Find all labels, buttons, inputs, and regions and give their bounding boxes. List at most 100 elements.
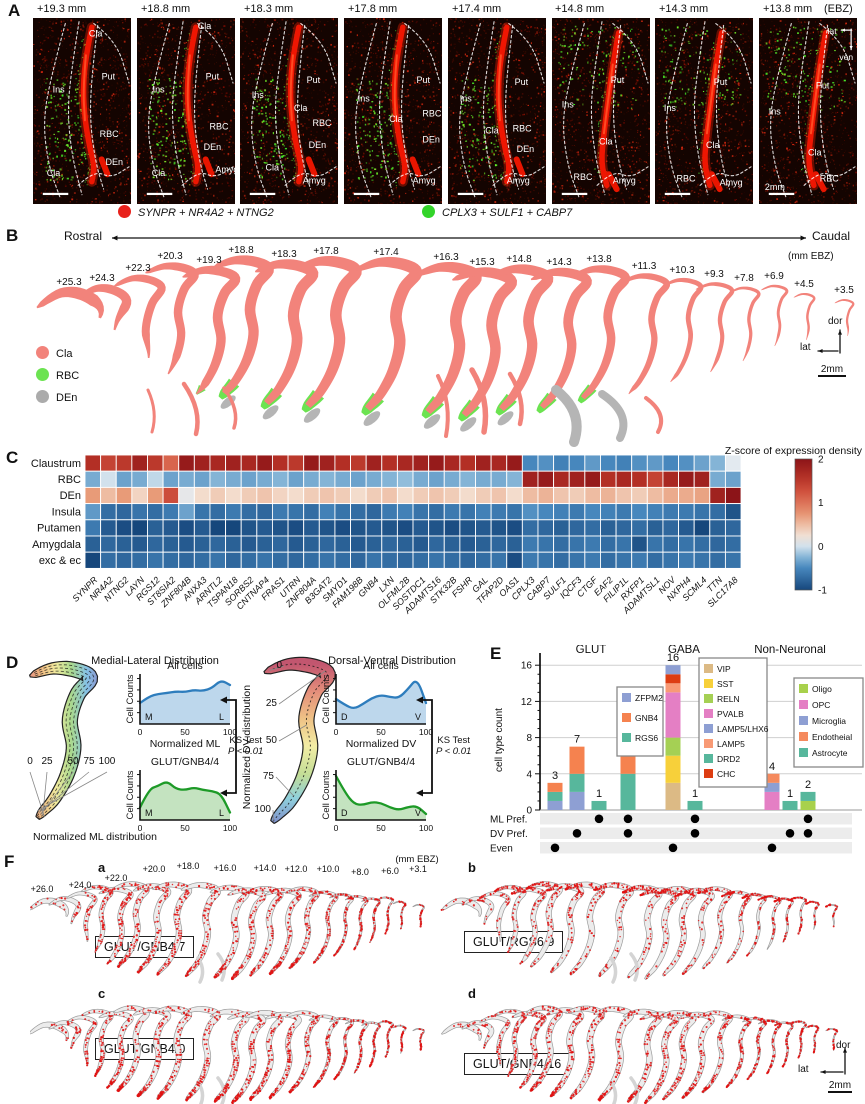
section-position-label: +24.0 — [68, 880, 92, 890]
heatmap-cell — [412, 535, 430, 553]
section-position-label: +24.3 — [89, 273, 115, 284]
heatmap-cell — [521, 551, 539, 569]
bar-total-label: 7 — [574, 734, 580, 746]
heatmap-cell — [678, 519, 695, 537]
heatmap-cell — [662, 470, 680, 488]
x-tick-label: 50 — [180, 823, 190, 833]
distribution-area — [140, 681, 230, 724]
heatmap-cell — [537, 470, 555, 488]
green-marker-dot — [422, 205, 435, 218]
heatmap-cell — [178, 454, 195, 472]
heatmap-cell — [443, 486, 461, 505]
x-tick-label: 100 — [223, 727, 237, 737]
axis-end-label: L — [219, 808, 224, 818]
heatmap-cell — [646, 519, 664, 537]
heatmap-cell — [521, 470, 539, 488]
bar-segment-Endotheial — [764, 773, 780, 783]
micrograph-+18.8 mm — [136, 18, 235, 204]
heatmap-cell — [553, 486, 570, 505]
x-tick-label: 100 — [419, 823, 433, 833]
heatmap-cell — [600, 551, 617, 569]
heatmap-cell — [678, 551, 695, 569]
pref-dot — [623, 829, 633, 838]
heatmap-cell — [350, 503, 367, 521]
legend-label: GNB4 — [635, 713, 658, 723]
x-tick-label: 0 — [138, 823, 143, 833]
y-tick-label: 8 — [526, 733, 532, 744]
section-position-label: +16.0 — [213, 863, 237, 873]
heatmap-cell — [350, 470, 367, 488]
bar-segment-RGS6 — [591, 800, 607, 810]
heatmap-cell — [396, 470, 414, 488]
heatmap-cell — [256, 551, 273, 569]
heatmap-cell — [178, 551, 195, 569]
heatmap-cell — [568, 519, 586, 537]
section-position-label: +19.3 — [196, 255, 222, 266]
heatmap-cell — [256, 470, 273, 488]
colorbar — [794, 458, 813, 591]
panel-d-shapes-art — [0, 650, 490, 855]
x-tick-label: 0 — [334, 823, 339, 833]
heatmap-cell — [318, 470, 336, 488]
micrograph-+19.3 mm — [33, 18, 131, 204]
red-marker-label: SYNPR + NR4A2 + NTNG2 — [138, 207, 274, 219]
heatmap-cell — [209, 454, 227, 472]
legend-swatch-PVALB — [704, 709, 713, 718]
legend-label: Endotheial — [812, 732, 852, 742]
heatmap-cell — [506, 486, 523, 505]
heatmap-cell — [131, 535, 148, 553]
heatmap-cell — [537, 535, 555, 553]
heatmap-cell — [271, 535, 289, 553]
heatmap-cell — [521, 519, 539, 537]
heatmap-cell — [209, 470, 227, 488]
heatmap-cell — [131, 519, 148, 537]
heatmap-cell — [631, 551, 648, 569]
legend-swatch-LAMP5 — [704, 739, 713, 748]
heatmap-row-label: RBC — [58, 474, 81, 486]
heatmap-cell — [584, 519, 601, 537]
heatmap-cell — [459, 470, 476, 488]
section-position-label: +6.9 — [764, 271, 784, 282]
bar-segment-DRD2 — [687, 800, 703, 810]
bracket-arrowhead — [416, 696, 423, 704]
heatmap-cell — [475, 535, 492, 553]
plot-title: GLUT/GNB4/4 — [347, 756, 415, 768]
micrograph-+18.3 mm — [240, 18, 339, 204]
heatmap-cell — [271, 519, 289, 537]
heatmap-cell — [678, 470, 695, 488]
heatmap-cell — [178, 470, 195, 488]
y-axis-label: Cell Counts — [321, 674, 332, 723]
heatmap-cell — [724, 503, 742, 521]
bar-segment-LAMP5 — [665, 683, 681, 693]
heatmap-cell — [100, 454, 117, 472]
heatmap-cell — [646, 503, 664, 521]
x-tick-label: 50 — [376, 727, 386, 737]
heatmap-cell — [506, 519, 523, 537]
heatmap-cell — [600, 454, 617, 472]
section-position-label: +10.0 — [316, 864, 340, 874]
axis-end-label: V — [415, 808, 421, 818]
pref-dot — [803, 814, 813, 824]
y-axis-label: cell type count — [494, 708, 505, 772]
section-position-label: +9.3 — [704, 269, 724, 280]
legend-swatch-RELN — [704, 694, 713, 703]
heatmap-cell — [193, 503, 211, 521]
heatmap-cell — [115, 551, 133, 569]
axis-end-label: D — [341, 808, 348, 818]
heatmap-cell — [428, 503, 445, 521]
heatmap-cell — [459, 519, 476, 537]
y-axis-label: Cell Counts — [125, 770, 136, 819]
pref-dot — [572, 829, 582, 838]
heatmap-cell — [662, 551, 680, 569]
ebz-unit-label: (EBZ) — [824, 3, 853, 15]
heatmap-cell — [568, 551, 586, 569]
heatmap-cell — [568, 454, 586, 472]
section-position-label: +25.3 — [56, 277, 82, 288]
heatmap-cell — [396, 486, 414, 505]
section-position-label: +8.0 — [351, 867, 369, 877]
heatmap-cell — [240, 454, 258, 472]
group-label: GLUT — [576, 645, 607, 656]
heatmap-cell — [600, 470, 617, 488]
heatmap-cell — [225, 551, 242, 569]
micrograph-+13.8 mm — [758, 18, 857, 204]
